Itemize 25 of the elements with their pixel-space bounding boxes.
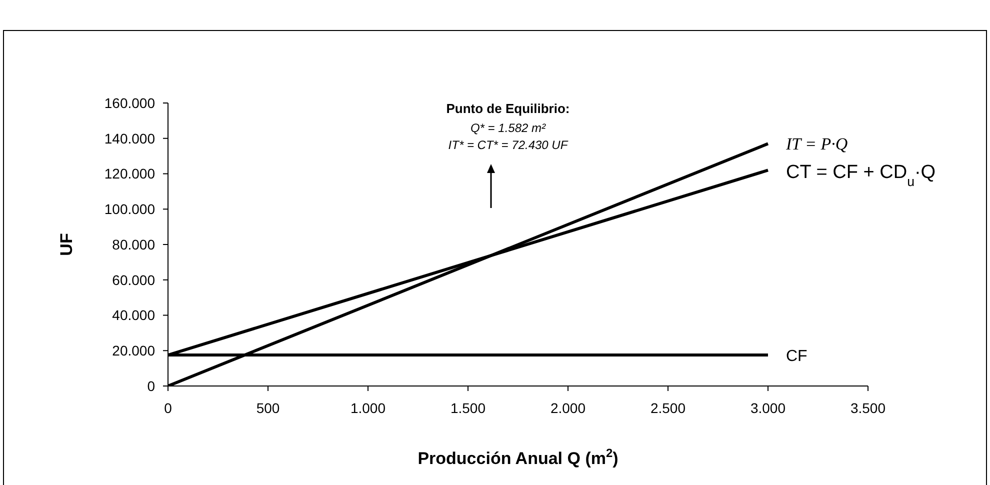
x-axis-title: Producción Anual Q (m$^{2}$) — [418, 446, 618, 468]
series-label: CT = CF + CD$_{u}$·Q — [786, 162, 936, 189]
y-tick-label: 60.000 — [112, 272, 156, 288]
y-tick-label: 100.000 — [104, 201, 156, 218]
x-tick-label: 0 — [164, 400, 172, 416]
y-tick-label: 80.000 — [112, 236, 156, 252]
y-tick-label: 120.000 — [104, 166, 156, 182]
annotation: Punto de Equilibrio: — [445, 101, 571, 116]
y-tick-label: 20.000 — [112, 342, 156, 359]
x-tick-label: 1.000 — [350, 400, 386, 416]
x-tick-label: 2.500 — [650, 400, 686, 416]
annotation: Q* = 1.582 m² — [469, 121, 547, 135]
y-axis-title: UF — [57, 233, 76, 256]
y-tick-label: 0 — [147, 378, 156, 394]
y-tick-label: 140.000 — [104, 130, 156, 146]
annotation: IT* = CT* = 72.430 UF — [447, 138, 570, 152]
x-tick-label: 3.500 — [850, 400, 886, 416]
x-tick-label: 1.500 — [450, 400, 486, 416]
x-tick-label: 3.000 — [750, 400, 786, 416]
series-label: CF — [786, 348, 808, 366]
y-tick-label: 160.000 — [104, 94, 156, 111]
series-label: IT = P·Q — [785, 134, 848, 154]
x-tick-label: 2.000 — [550, 400, 586, 416]
y-tick-label: 40.000 — [112, 307, 156, 324]
x-tick-label: 500 — [256, 400, 280, 416]
